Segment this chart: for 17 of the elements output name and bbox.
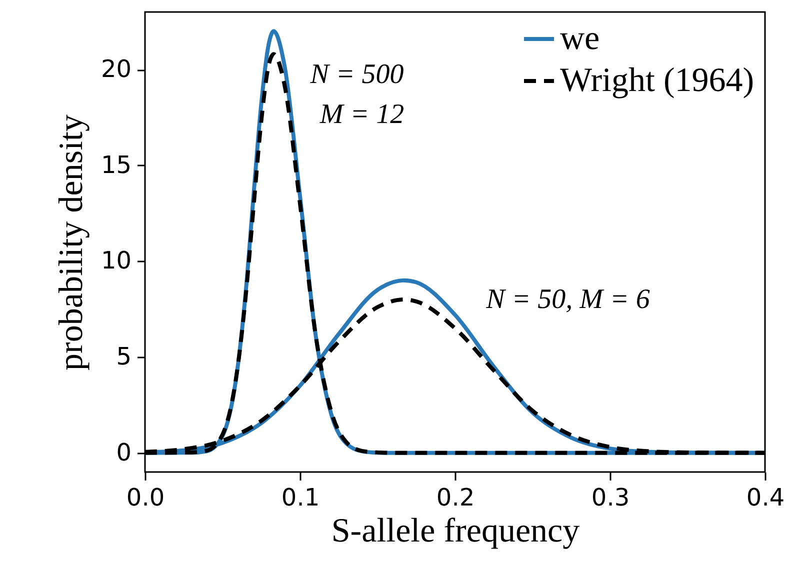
x-tick-label: 0.1 (281, 484, 320, 512)
y-tick-label: 20 (100, 55, 132, 83)
x-tick-label: 0.0 (126, 484, 165, 512)
y-axis-title: probability density (52, 114, 90, 370)
x-tick-label: 0.4 (746, 484, 785, 512)
y-tick-label: 0 (116, 438, 132, 466)
y-tick-label: 5 (116, 342, 132, 370)
x-tick-label: 0.3 (591, 484, 630, 512)
annotation: N = 500 (309, 59, 404, 90)
legend-label: we (560, 20, 600, 57)
y-tick-label: 10 (100, 246, 132, 275)
annotation: M = 12 (318, 99, 404, 130)
annotation: N = 50, M = 6 (485, 284, 650, 315)
x-tick-label: 0.2 (436, 484, 475, 512)
legend-label: Wright (1964) (560, 62, 754, 99)
y-tick-label: 15 (100, 150, 132, 179)
x-axis-title: S-allele frequency (331, 512, 580, 550)
